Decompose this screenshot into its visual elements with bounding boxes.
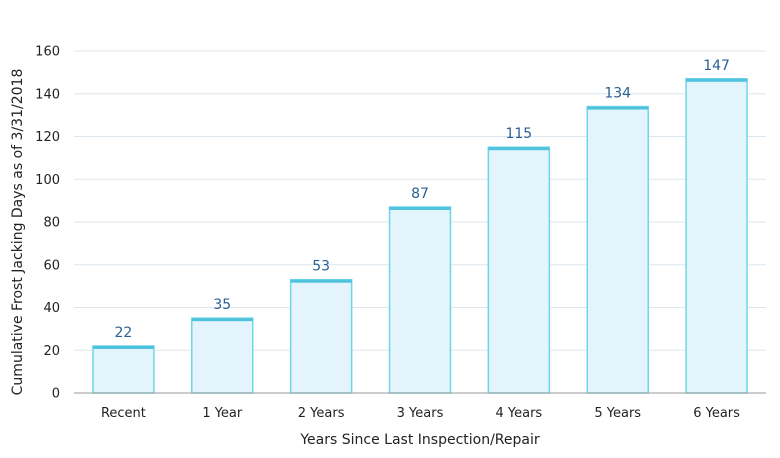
bar [191,317,254,394]
x-tick-label: 1 Year [202,406,243,421]
y-tick-label: 60 [43,258,60,273]
bar-top-edge [488,147,550,151]
x-axis-ticks: Recent 1 Year 2 Years 3 Years 4 Years 5 Years… [101,406,740,421]
value-labels: 22 35 53 87 115 134 147 [115,58,730,341]
x-tick-label: 6 Years [693,406,740,421]
x-axis-title: Years Since Last Inspection/Repair [299,432,540,448]
x-tick-label: Recent [101,406,146,421]
bar-top-edge [92,345,154,349]
bar-value-label: 147 [703,58,730,74]
x-tick-label: 4 Years [496,406,543,421]
bar-value-label: 22 [115,325,133,341]
bar [388,206,452,394]
bar-top-edge [587,106,649,110]
bar-value-label: 134 [604,86,631,102]
bar-value-label: 87 [411,186,429,202]
bars [92,78,748,394]
y-tick-label: 0 [52,387,60,402]
bar-top-edge [686,78,748,82]
y-tick-label: 80 [43,216,60,231]
y-axis-title: Cumulative Frost Jacking Days as of 3/31… [10,69,26,396]
y-tick-label: 160 [35,45,60,60]
y-axis-ticks: 0 20 40 60 80 100 120 140 160 [35,45,60,402]
bar [487,146,551,394]
bar-top-edge [389,207,451,211]
x-tick-label: 2 Years [298,406,345,421]
y-tick-label: 40 [43,301,60,316]
bar-value-label: 53 [312,259,330,275]
bar [586,105,649,394]
y-tick-label: 120 [35,130,60,145]
bar-top-edge [191,318,253,322]
y-tick-label: 140 [35,87,60,102]
bar [289,278,353,394]
y-tick-label: 20 [43,344,60,359]
y-tick-label: 100 [35,173,60,188]
x-tick-label: 3 Years [397,406,444,421]
bar [92,345,155,394]
x-tick-label: 5 Years [594,406,641,421]
bar [685,78,748,394]
bar-value-label: 35 [213,297,231,313]
bar-top-edge [290,279,352,283]
bar-value-label: 115 [505,126,532,142]
